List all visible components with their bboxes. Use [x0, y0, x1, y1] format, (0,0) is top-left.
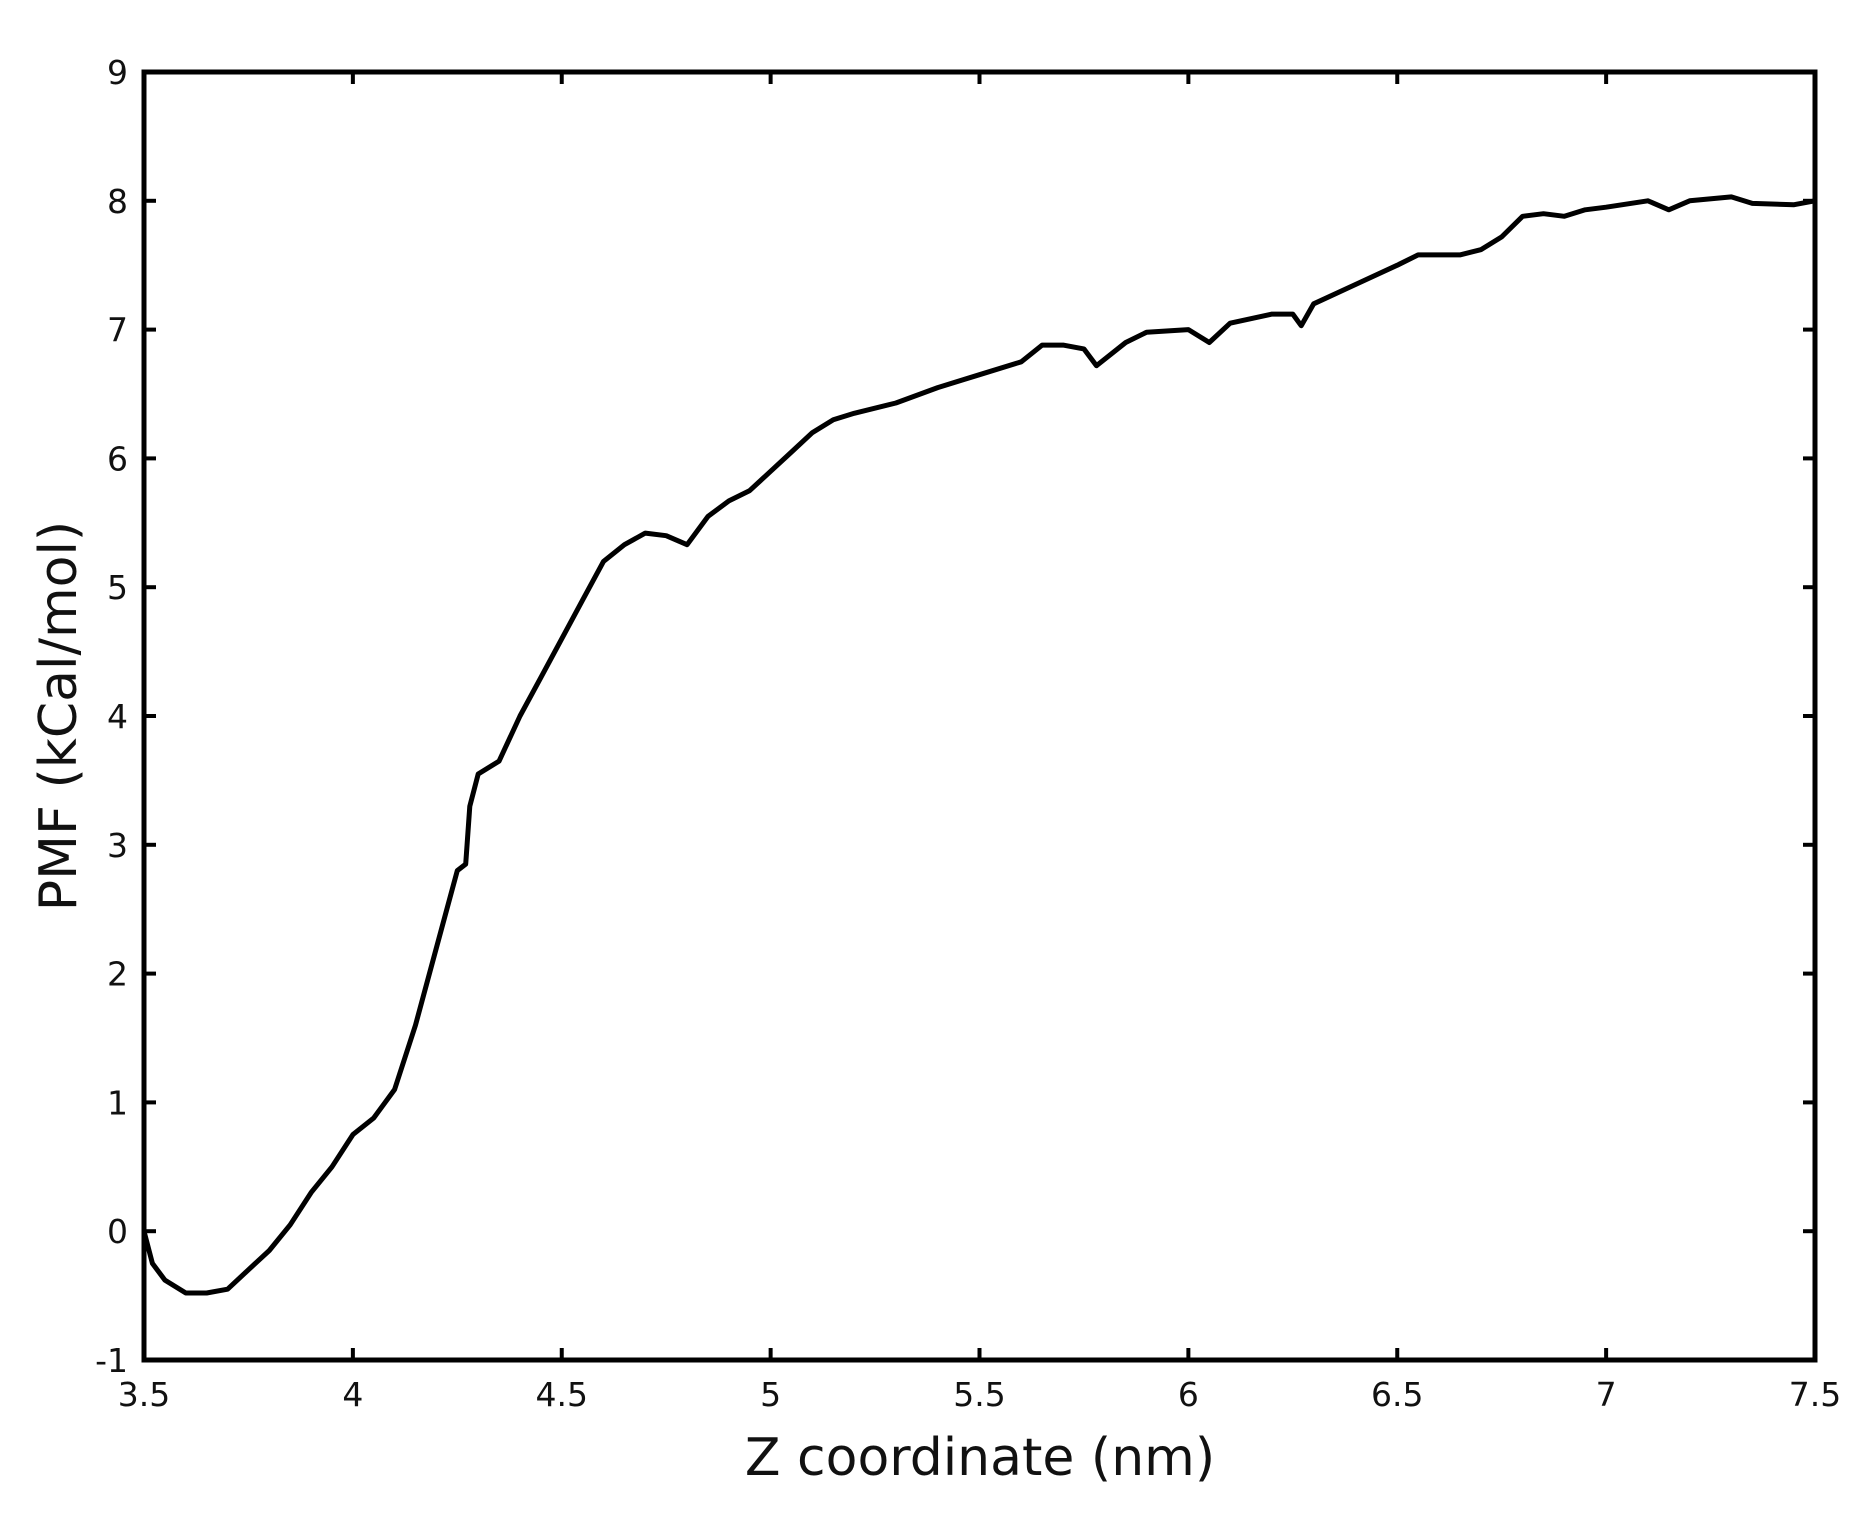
y-tick-label: -1: [95, 1341, 128, 1380]
y-tick-label: 0: [107, 1212, 128, 1251]
x-tick-label: 7.5: [1789, 1375, 1841, 1414]
y-tick-label: 1: [107, 1083, 128, 1122]
x-axis-label: Z coordinate (nm): [745, 1428, 1215, 1488]
x-tick-label: 4.5: [536, 1375, 588, 1414]
y-tick-label: 4: [107, 697, 128, 736]
x-tick-label: 6: [1178, 1375, 1199, 1414]
x-tick-label: 6.5: [1371, 1375, 1423, 1414]
y-tick-label: 3: [107, 826, 128, 865]
x-tick-label: 4: [342, 1375, 363, 1414]
x-tick-label: 5.5: [953, 1375, 1005, 1414]
x-tick-label: 7: [1596, 1375, 1617, 1414]
y-tick-label: 5: [107, 568, 128, 607]
x-tick-label: 3.5: [118, 1375, 170, 1414]
y-tick-label: 2: [107, 955, 128, 994]
y-tick-label: 6: [107, 439, 128, 478]
y-axis-label: PMF (kCal/mol): [29, 521, 89, 911]
plot-frame: [141, 69, 1818, 1363]
y-tick-label: 9: [107, 53, 128, 92]
x-tick-label: 5: [760, 1375, 781, 1414]
y-tick-label: 7: [107, 311, 128, 350]
data-line: [141, 194, 1816, 1296]
y-tick-label: 8: [107, 182, 128, 221]
